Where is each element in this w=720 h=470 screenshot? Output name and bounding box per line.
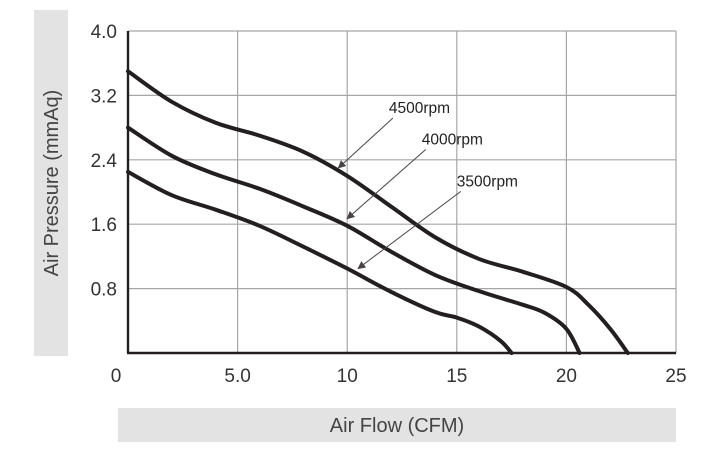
grid (126, 30, 677, 355)
series-line-4500rpm (126, 69, 630, 355)
y-tick-label: 2.4 (91, 151, 118, 172)
series-label-4000rpm: 4000rpm (422, 132, 483, 149)
x-axis-title: Air Flow (CFM) (330, 415, 464, 437)
x-axis-title-band (118, 408, 676, 442)
series-label-arrow (337, 117, 394, 169)
tick-labels: 0 5.0 10 15 20 25 0.8 1.6 2.4 3.2 4.0 (91, 22, 687, 387)
x-tick-label: 5.0 (224, 366, 250, 387)
series-line-3500rpm (126, 169, 514, 355)
y-tick-label: 4.0 (91, 22, 117, 43)
x-tick-label: 0 (111, 366, 122, 387)
series (126, 69, 630, 355)
y-tick-label: 3.2 (91, 86, 117, 107)
series-label-3500rpm: 3500rpm (457, 173, 518, 190)
y-axis-title: Air Pressure (mmAq) (41, 90, 63, 277)
x-tick-label: 15 (446, 366, 467, 387)
series-annotations: 4500rpm 4000rpm 3500rpm (337, 100, 518, 270)
series-label-arrow (357, 190, 462, 270)
x-tick-label: 20 (556, 366, 577, 387)
x-tick-label: 25 (665, 366, 686, 387)
series-label-arrow (346, 149, 427, 220)
y-tick-label: 0.8 (91, 280, 117, 301)
y-axis-title-band (34, 10, 68, 356)
series-label-4500rpm: 4500rpm (389, 100, 450, 117)
y-tick-label: 1.6 (91, 215, 117, 236)
series-line-4000rpm (126, 125, 582, 355)
x-tick-label: 10 (337, 366, 358, 387)
